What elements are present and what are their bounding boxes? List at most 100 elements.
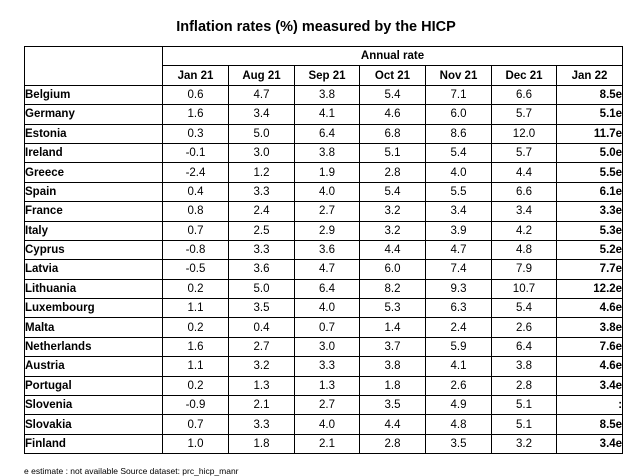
value-cell: 4.0 bbox=[425, 162, 492, 183]
flash-estimate-cell: 7.7e bbox=[555, 259, 624, 280]
flash-estimate-cell: 8.5e bbox=[555, 414, 624, 435]
flash-estimate-cell: 4.6e bbox=[555, 356, 624, 377]
value-cell: 3.6 bbox=[294, 239, 360, 261]
flash-estimate-cell: 5.1e bbox=[555, 104, 624, 125]
value-cell: 4.0 bbox=[294, 414, 360, 435]
value-cell: 4.1 bbox=[294, 104, 360, 125]
table-row: Greece -2.4 1.2 1.9 2.8 4.0 4.4 5.5e bbox=[24, 162, 624, 183]
value-cell: 5.1 bbox=[491, 414, 557, 435]
value-cell: 1.9 bbox=[294, 162, 360, 183]
inflation-table: Annual rate Jan 21 Aug 21 Sep 21 Oct 21 Nov … bbox=[24, 45, 624, 455]
corner-cell bbox=[24, 46, 163, 86]
value-cell: 1.0 bbox=[162, 433, 229, 455]
table-row: Ireland -0.1 3.0 3.8 5.1 5.4 5.7 5.0e bbox=[24, 142, 624, 164]
value-cell: 0.2 bbox=[162, 375, 229, 397]
flash-estimate-cell: 12.2e bbox=[555, 278, 624, 300]
value-cell: 3.5 bbox=[228, 298, 295, 319]
country-cell: Netherlands bbox=[24, 336, 163, 358]
country-cell: Spain bbox=[24, 181, 163, 203]
country-cell: Latvia bbox=[24, 259, 163, 280]
column-header: Dec 21 bbox=[491, 65, 557, 86]
flash-estimate-cell: : bbox=[555, 395, 624, 416]
table-row: Latvia -0.5 3.6 4.7 6.0 7.4 7.9 7.7e bbox=[24, 259, 624, 280]
column-header: Sep 21 bbox=[294, 65, 360, 86]
value-cell: 5.4 bbox=[491, 298, 557, 319]
value-cell: 2.1 bbox=[228, 395, 295, 416]
value-cell: 7.9 bbox=[491, 259, 557, 280]
value-cell: 3.6 bbox=[228, 259, 295, 280]
value-cell: 1.1 bbox=[162, 298, 229, 319]
country-cell: Slovenia bbox=[24, 395, 163, 416]
table-title: Inflation rates (%) measured by the HICP bbox=[176, 19, 456, 35]
value-cell: 2.4 bbox=[228, 201, 295, 222]
value-cell: 3.3 bbox=[228, 181, 295, 203]
annual-rate-header: Annual rate bbox=[161, 45, 624, 67]
value-cell: 8.6 bbox=[425, 123, 492, 144]
value-cell: 2.6 bbox=[491, 317, 557, 338]
value-cell: 3.2 bbox=[228, 356, 295, 377]
value-cell: 2.4 bbox=[425, 317, 492, 338]
country-cell: Lithuania bbox=[24, 278, 163, 300]
country-cell: Italy bbox=[24, 220, 163, 241]
value-cell: 0.4 bbox=[228, 317, 295, 338]
value-cell: 1.4 bbox=[359, 317, 426, 338]
value-cell: 5.1 bbox=[359, 142, 426, 164]
value-cell: 2.7 bbox=[294, 201, 360, 222]
value-cell: 3.5 bbox=[425, 433, 492, 455]
value-cell: -0.5 bbox=[162, 259, 229, 280]
value-cell: 1.8 bbox=[359, 375, 426, 397]
value-cell: 2.9 bbox=[294, 220, 360, 241]
value-cell: 4.4 bbox=[491, 162, 557, 183]
flash-estimate-cell: 5.5e bbox=[555, 162, 624, 183]
table-body: Belgium 0.6 4.7 3.8 5.4 7.1 6.6 8.5e Germany 1.6 3… bbox=[24, 84, 624, 455]
flash-estimate-cell: 8.5e bbox=[555, 84, 624, 106]
value-cell: 4.6 bbox=[359, 104, 426, 125]
value-cell: 2.8 bbox=[359, 162, 426, 183]
column-header-row: Jan 21 Aug 21 Sep 21 Oct 21 Nov 21 Dec 21 Jan … bbox=[25, 65, 624, 86]
value-cell: 3.8 bbox=[491, 356, 557, 377]
value-cell: 1.3 bbox=[228, 375, 295, 397]
value-cell: 5.0 bbox=[228, 123, 295, 144]
value-cell: 5.1 bbox=[491, 395, 557, 416]
value-cell: 0.6 bbox=[162, 84, 229, 106]
country-cell: Portugal bbox=[24, 375, 163, 397]
value-cell: 2.8 bbox=[359, 433, 426, 455]
table-row: Netherlands 1.6 2.7 3.0 3.7 5.9 6.4 7.6e bbox=[24, 336, 624, 358]
value-cell: 3.9 bbox=[425, 220, 492, 241]
value-cell: 3.7 bbox=[359, 336, 426, 358]
value-cell: 10.7 bbox=[491, 278, 557, 300]
flash-estimate-cell: 3.4e bbox=[555, 375, 624, 397]
country-cell: Greece bbox=[24, 162, 163, 183]
table-row: Germany 1.6 3.4 4.1 4.6 6.0 5.7 5.1e bbox=[24, 104, 624, 125]
column-header: Jan 22 bbox=[555, 65, 624, 86]
value-cell: -0.8 bbox=[162, 239, 229, 261]
value-cell: 6.6 bbox=[491, 181, 557, 203]
table-row: France 0.8 2.4 2.7 3.2 3.4 3.4 3.3e bbox=[24, 201, 624, 222]
country-cell: Slovakia bbox=[24, 414, 163, 435]
value-cell: 2.7 bbox=[294, 395, 360, 416]
value-cell: 3.5 bbox=[359, 395, 426, 416]
flash-estimate-cell: 3.3e bbox=[555, 201, 624, 222]
value-cell: 4.7 bbox=[294, 259, 360, 280]
table-row: Finland 1.0 1.8 2.1 2.8 3.5 3.2 3.4e bbox=[24, 433, 624, 455]
value-cell: 1.6 bbox=[162, 336, 229, 358]
table-row: Italy 0.7 2.5 2.9 3.2 3.9 4.2 5.3e bbox=[24, 220, 624, 241]
value-cell: 6.6 bbox=[491, 84, 557, 106]
value-cell: 2.5 bbox=[228, 220, 295, 241]
country-cell: Cyprus bbox=[24, 239, 163, 261]
value-cell: 6.8 bbox=[359, 123, 426, 144]
country-cell: Austria bbox=[24, 356, 163, 377]
value-cell: 3.3 bbox=[228, 414, 295, 435]
value-cell: 3.8 bbox=[294, 142, 360, 164]
value-cell: -2.4 bbox=[162, 162, 229, 183]
value-cell: 5.4 bbox=[359, 84, 426, 106]
table-row: Estonia 0.3 5.0 6.4 6.8 8.6 12.0 11.7e bbox=[24, 123, 624, 144]
table-row: Belgium 0.6 4.7 3.8 5.4 7.1 6.6 8.5e bbox=[24, 84, 624, 106]
value-cell: 0.2 bbox=[162, 278, 229, 300]
value-cell: 4.8 bbox=[491, 239, 557, 261]
value-cell: 1.8 bbox=[228, 433, 295, 455]
country-cell: Ireland bbox=[24, 142, 163, 164]
value-cell: 4.7 bbox=[425, 239, 492, 261]
value-cell: 3.3 bbox=[294, 356, 360, 377]
value-cell: 5.7 bbox=[491, 142, 557, 164]
